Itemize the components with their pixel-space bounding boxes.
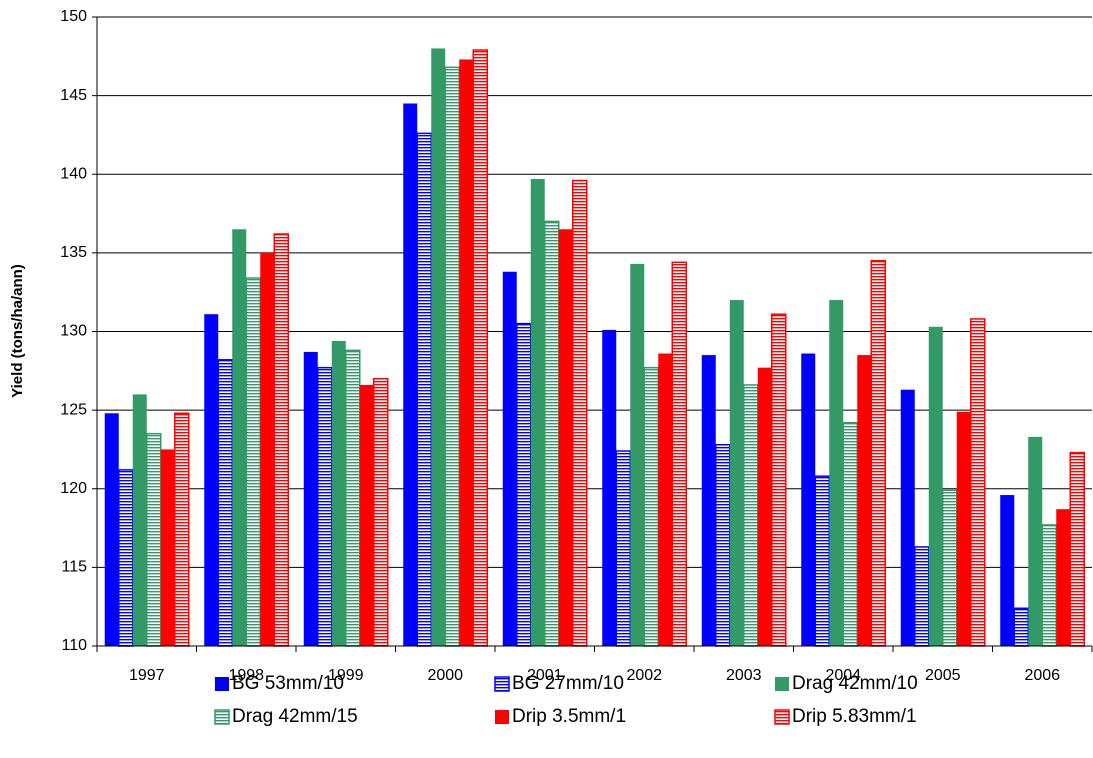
bar (1069, 451, 1085, 647)
bar (956, 411, 971, 646)
bar (671, 261, 687, 647)
bar (1041, 524, 1057, 647)
bar (970, 318, 986, 647)
x-tick-label: 2001 (527, 667, 563, 684)
bar (530, 178, 545, 646)
legend-item: Drag 42mm/10 (775, 673, 918, 694)
legend-label: Drip 3.5mm/1 (512, 706, 626, 727)
bar (403, 103, 418, 647)
legend-item: BG 27mm/10 (494, 673, 624, 694)
bar (842, 421, 858, 647)
bar (204, 314, 219, 646)
legend-swatch (494, 676, 510, 692)
x-tick-label: 1999 (328, 667, 364, 684)
bar (1028, 436, 1043, 646)
legend-swatch (215, 677, 229, 691)
bar (331, 340, 346, 646)
bar (459, 59, 474, 646)
y-tick-label: 115 (61, 559, 87, 576)
y-tick-label: 135 (60, 244, 87, 261)
bar (544, 220, 560, 647)
bar (118, 469, 134, 647)
bar (771, 313, 787, 647)
bar (132, 394, 147, 646)
bar (658, 353, 673, 646)
legend-swatch (214, 709, 230, 725)
y-tick-label: 120 (60, 480, 87, 497)
legend-label: Drag 42mm/10 (792, 673, 918, 694)
legend-item: Drag 42mm/15 (214, 706, 358, 727)
bar (444, 66, 460, 647)
bar (715, 443, 731, 647)
legend-label: BG 53mm/10 (232, 673, 344, 694)
bar (701, 355, 716, 646)
bar (174, 412, 190, 647)
bar (303, 351, 318, 646)
bar (373, 377, 389, 647)
bar (630, 263, 645, 646)
legend-item: Drip 3.5mm/1 (495, 706, 626, 727)
legend-swatch (774, 709, 790, 725)
bar (942, 489, 958, 647)
bar (1000, 495, 1015, 646)
legend-label: BG 27mm/10 (512, 673, 624, 694)
bar (260, 252, 275, 646)
x-tick-label: 2005 (925, 667, 961, 684)
x-tick-label: 2002 (626, 667, 662, 684)
bar (801, 353, 816, 646)
bar (416, 132, 432, 647)
bar (615, 450, 631, 647)
y-tick-label: 125 (60, 401, 87, 418)
x-tick-label: 1997 (129, 667, 165, 684)
bar (857, 355, 872, 646)
bar (914, 546, 930, 647)
x-tick-label: 2000 (427, 667, 463, 684)
legend-swatch (495, 710, 509, 724)
bar (558, 229, 573, 646)
x-tick-label: 1998 (228, 667, 264, 684)
bar (743, 384, 759, 647)
y-tick-label: 130 (60, 323, 87, 340)
legend-item: BG 53mm/10 (215, 673, 344, 694)
bar (572, 179, 588, 647)
y-tick-label: 150 (60, 8, 87, 25)
legend-item: Drip 5.83mm/1 (774, 706, 917, 727)
bar (1013, 607, 1029, 647)
bar (345, 349, 361, 647)
y-tick-label: 110 (61, 637, 87, 654)
bar (160, 449, 175, 646)
bar (217, 359, 233, 647)
bar (431, 48, 446, 646)
legend-label: Drag 42mm/15 (232, 706, 358, 727)
bar (502, 271, 517, 646)
bar (1056, 509, 1071, 646)
bar (643, 366, 659, 647)
legend-label: Drip 5.83mm/1 (792, 706, 917, 727)
bar (317, 366, 333, 647)
y-tick-label: 145 (60, 87, 87, 104)
bar (359, 384, 374, 646)
bar (602, 329, 617, 646)
bar (245, 277, 261, 647)
legend-swatch (775, 677, 789, 691)
bar (273, 233, 289, 647)
bar (900, 389, 915, 646)
bar (104, 413, 119, 646)
bar (928, 326, 943, 646)
bar (146, 432, 162, 647)
bar (814, 475, 830, 647)
bar (757, 367, 772, 646)
y-axis-label: Yield (tons/ha/ann) (9, 264, 26, 398)
bar (729, 300, 744, 646)
x-tick-label: 2006 (1024, 667, 1060, 684)
bar (870, 259, 886, 647)
bar (516, 322, 532, 647)
x-tick-label: 2004 (825, 667, 861, 684)
bar (232, 229, 247, 646)
bar (829, 300, 844, 646)
x-tick-label: 2003 (726, 667, 762, 684)
bar (472, 49, 488, 647)
y-tick-label: 140 (60, 165, 87, 182)
